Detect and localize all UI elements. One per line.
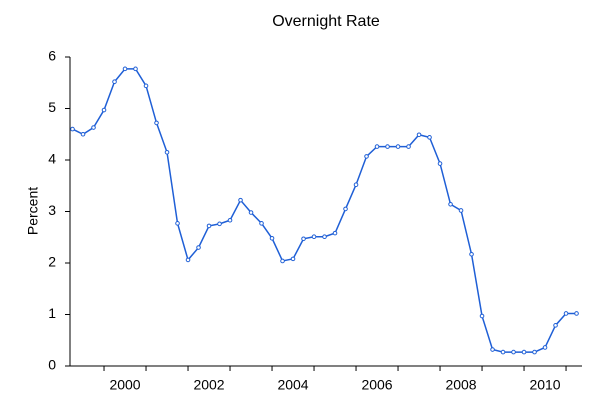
point — [143, 83, 149, 89]
point — [259, 221, 264, 226]
point — [479, 313, 485, 319]
y-tick-label: 0 — [48, 357, 56, 373]
y-tick-label: 5 — [48, 99, 56, 115]
point — [500, 349, 506, 355]
x-tick-label: 2000 — [109, 377, 140, 393]
point — [175, 221, 180, 226]
point — [238, 197, 243, 203]
point — [574, 311, 579, 316]
point — [70, 126, 75, 132]
point — [521, 349, 527, 355]
point — [269, 235, 275, 241]
point — [343, 206, 348, 212]
point — [542, 345, 548, 350]
point — [364, 154, 369, 159]
point — [196, 245, 201, 250]
y-tick-label: 6 — [48, 48, 56, 64]
point — [563, 311, 569, 316]
y-tick-label: 3 — [48, 202, 56, 218]
point — [80, 131, 86, 137]
point — [280, 258, 285, 264]
point — [532, 349, 537, 355]
point — [227, 217, 233, 223]
point — [290, 256, 296, 262]
point — [332, 230, 338, 236]
point — [448, 201, 453, 207]
line — [72, 68, 577, 353]
point — [322, 234, 327, 240]
x-tick-label: 2004 — [277, 377, 308, 393]
y-tick-label: 1 — [48, 305, 56, 321]
point — [101, 107, 107, 113]
point — [217, 221, 222, 227]
point — [91, 125, 96, 130]
point — [311, 234, 317, 240]
point — [416, 132, 422, 138]
point — [164, 149, 170, 155]
point — [122, 66, 128, 72]
point — [458, 208, 464, 213]
point — [553, 323, 558, 328]
x-tick-label: 2002 — [193, 377, 224, 393]
point — [353, 182, 359, 188]
point — [133, 66, 138, 72]
point — [469, 251, 474, 257]
x-tick-label: 2006 — [361, 377, 392, 393]
point — [395, 144, 401, 149]
point — [154, 120, 159, 126]
x-tick-label: 2010 — [529, 377, 560, 393]
y-tick-label: 4 — [48, 151, 56, 167]
point — [248, 210, 254, 215]
point — [206, 223, 212, 229]
point — [427, 135, 432, 140]
chart-title: Overnight Rate — [272, 13, 380, 30]
y-tick-label: 2 — [48, 254, 56, 270]
point — [385, 144, 390, 149]
point — [437, 161, 443, 166]
point — [301, 236, 306, 242]
point — [511, 349, 516, 355]
point — [185, 257, 191, 263]
point — [406, 144, 411, 149]
point — [112, 79, 117, 85]
x-tick-label: 2008 — [445, 377, 476, 393]
point — [490, 347, 495, 352]
y-axis-label: Percent — [25, 187, 41, 235]
point — [374, 144, 380, 149]
